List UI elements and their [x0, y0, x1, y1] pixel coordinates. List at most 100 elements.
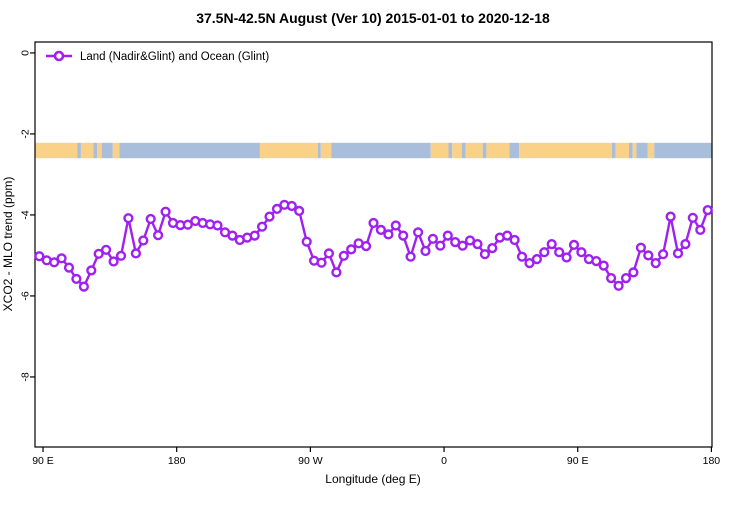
data-point-marker	[554, 247, 565, 258]
map-band-segment-land	[465, 142, 483, 159]
data-point-marker	[516, 251, 528, 262]
data-point-marker	[442, 230, 453, 241]
data-point-marker	[472, 239, 483, 250]
map-band-segment-land	[486, 142, 510, 159]
data-point-marker	[271, 203, 283, 215]
y-tick-label: -2	[20, 129, 32, 138]
data-point-marker	[457, 240, 468, 251]
map-band-segment-ocean	[317, 142, 321, 159]
map-band-segment-land	[97, 142, 102, 159]
data-point-marker	[524, 258, 535, 269]
data-point-marker	[361, 241, 372, 252]
x-tick-label: 90 E	[567, 455, 589, 467]
data-point-marker	[108, 256, 119, 267]
y-tick-label: 0	[20, 50, 32, 56]
data-point-marker	[49, 257, 60, 268]
data-point-marker	[71, 273, 82, 285]
data-point-marker	[375, 224, 387, 236]
map-band-segment-ocean	[482, 142, 487, 159]
map-band-segment-ocean	[448, 142, 453, 159]
x-axis-title: Longitude (deg E)	[325, 472, 420, 486]
map-band-segment-land	[80, 142, 94, 159]
map-band-segment-land	[320, 142, 332, 159]
data-point-marker	[93, 248, 104, 259]
data-point-marker	[509, 234, 520, 246]
data-point-marker	[502, 230, 513, 241]
data-point-marker	[591, 256, 602, 267]
map-band-segment-land	[615, 142, 629, 159]
map-band-segment-ocean	[93, 142, 98, 159]
data-point-marker	[531, 254, 543, 265]
data-points	[34, 199, 713, 292]
data-point-marker	[56, 253, 67, 264]
data-point-marker	[687, 212, 698, 223]
data-point-marker	[613, 280, 624, 291]
data-point-marker	[145, 213, 156, 225]
data-point-marker	[479, 249, 491, 260]
data-point-marker	[294, 205, 305, 217]
data-point-marker	[338, 250, 349, 261]
data-point-marker	[153, 230, 164, 241]
map-band-segment-land	[452, 142, 462, 159]
data-point-marker	[643, 250, 654, 261]
data-point-marker	[100, 244, 112, 255]
data-point-marker	[680, 239, 691, 250]
data-point-marker	[628, 267, 639, 278]
data-point-marker	[63, 262, 75, 273]
data-point-marker	[420, 245, 431, 257]
map-band-segment-land	[259, 142, 318, 159]
data-point-marker	[568, 239, 580, 251]
map-band-segment-land	[519, 142, 612, 159]
data-point-marker	[286, 200, 297, 212]
map-band-segment-land	[647, 142, 655, 159]
data-point-marker	[227, 230, 238, 241]
data-point-marker	[249, 230, 260, 241]
plot-axes: 90 E 180 90 W 0 90 E 180 0 -2 -4 -6 -8	[20, 41, 721, 467]
plot-border	[34, 41, 713, 448]
y-tick-label: -4	[20, 210, 32, 219]
world-map-band	[35, 142, 712, 159]
map-band-segment-land	[430, 142, 449, 159]
data-point-marker	[546, 239, 557, 250]
data-point-marker	[695, 224, 706, 236]
data-point-marker	[672, 248, 684, 259]
data-point-marker	[130, 248, 142, 259]
data-point-marker	[316, 257, 327, 268]
data-point-marker	[323, 248, 335, 259]
data-point-marker	[576, 247, 587, 258]
data-point-marker	[665, 211, 676, 222]
legend: Land (Nadir&Glint) and Ocean (Glint)	[46, 50, 269, 63]
x-tick-label: 180	[703, 455, 721, 467]
x-tick-label: 180	[168, 455, 186, 467]
data-point-marker	[257, 221, 268, 232]
data-series-line	[34, 199, 713, 292]
legend-marker-icon	[53, 50, 65, 62]
y-tick-label: -6	[20, 291, 32, 300]
data-point-marker	[264, 211, 275, 222]
data-point-marker	[115, 250, 127, 261]
data-point-marker	[138, 235, 149, 246]
map-band-segment-land	[35, 142, 78, 159]
data-point-marker	[398, 230, 409, 241]
data-point-marker	[650, 258, 661, 269]
y-tick-label: -8	[20, 372, 32, 381]
data-point-marker	[561, 252, 572, 263]
data-point-marker	[413, 227, 424, 238]
data-point-marker	[34, 251, 45, 262]
data-point-marker	[427, 233, 439, 244]
data-point-marker	[539, 247, 550, 258]
x-tick-label: 90 E	[32, 455, 54, 467]
map-band-segment-land	[112, 142, 120, 159]
map-band-segment-ocean	[636, 142, 648, 159]
data-point-marker	[346, 244, 357, 255]
data-point-marker	[78, 281, 90, 292]
map-band-segment-ocean	[101, 142, 113, 159]
data-point-marker	[212, 220, 223, 231]
data-point-marker	[86, 265, 97, 276]
map-band-segment-ocean	[331, 142, 431, 159]
y-axis-title: XCO2 - MLO trend (ppm)	[1, 177, 15, 312]
data-point-marker	[160, 206, 171, 217]
data-point-marker	[383, 229, 394, 240]
